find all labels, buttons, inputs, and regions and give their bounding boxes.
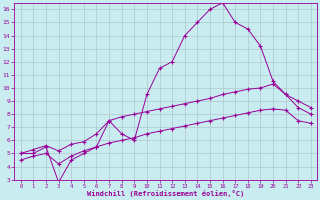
X-axis label: Windchill (Refroidissement éolien,°C): Windchill (Refroidissement éolien,°C) <box>87 190 244 197</box>
